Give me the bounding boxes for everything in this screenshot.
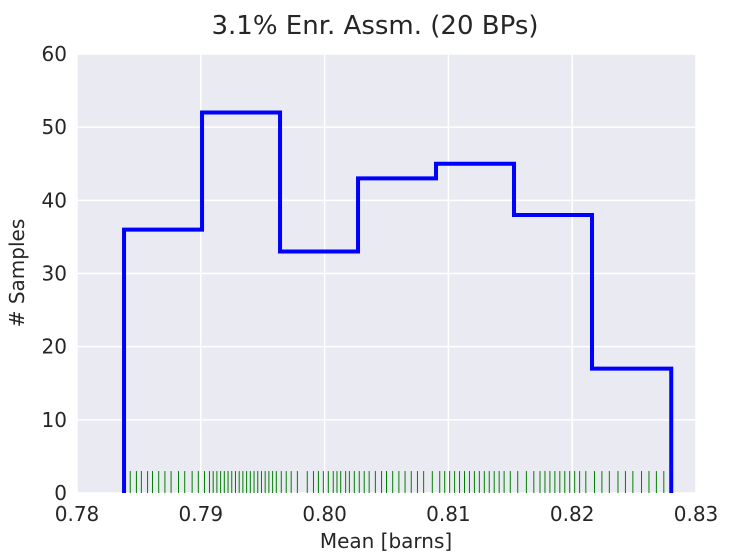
x-tick-label: 0.78 <box>55 502 100 526</box>
x-tick-label: 0.80 <box>302 502 347 526</box>
y-tick-label: 30 <box>42 262 67 286</box>
rug-marks <box>124 471 671 493</box>
y-tick-label: 60 <box>42 42 67 66</box>
x-tick-label: 0.82 <box>550 502 595 526</box>
y-tick-label: 50 <box>42 115 67 139</box>
x-axis-label: Mean [barns] <box>320 529 452 553</box>
x-tick-labels: 0.78 0.79 0.80 0.81 0.82 0.83 <box>55 502 719 526</box>
x-tick-label: 0.83 <box>674 502 719 526</box>
x-tick-label: 0.81 <box>426 502 471 526</box>
histogram-step-line <box>122 110 674 493</box>
y-tick-label: 40 <box>42 188 67 212</box>
y-tick-label: 0 <box>54 481 67 505</box>
chart-title: 3.1% Enr. Assm. (20 BPs) <box>211 11 538 41</box>
y-axis-label: # Samples <box>5 219 29 328</box>
y-tick-label: 10 <box>42 408 67 432</box>
x-tick-label: 0.79 <box>179 502 224 526</box>
y-tick-labels: 0 10 20 30 40 50 60 <box>42 42 67 505</box>
y-tick-label: 20 <box>42 335 67 359</box>
